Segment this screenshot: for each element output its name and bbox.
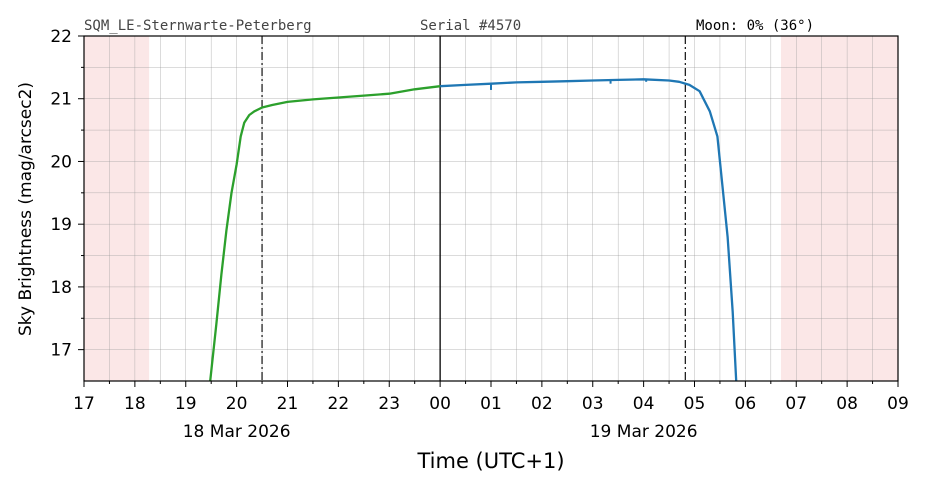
x-tick-label: 20 [226, 394, 248, 414]
x-tick-label: 02 [531, 394, 553, 414]
x-tick-label: 08 [836, 394, 858, 414]
y-tick-label: 21 [50, 90, 72, 110]
x-tick-label: 17 [73, 394, 95, 414]
x-tick-label: 05 [684, 394, 706, 414]
y-axis-label: Sky Brightness (mag/arcsec2) [16, 82, 36, 336]
x-tick-label: 21 [277, 394, 299, 414]
x-tick-label: 04 [633, 394, 655, 414]
x-tick-label: 22 [328, 394, 350, 414]
date-label: 18 Mar 2026 [183, 422, 291, 442]
x-tick-label: 06 [735, 394, 757, 414]
y-tick-label: 20 [50, 152, 72, 172]
axis-ticks [78, 35, 899, 387]
x-axis-label: Time (UTC+1) [416, 449, 564, 473]
reference-lines [261, 36, 686, 381]
y-tick-label: 18 [50, 278, 72, 298]
x-tick-label: 19 [175, 394, 197, 414]
x-tick-label: 23 [378, 394, 400, 414]
serial-number: Serial #4570 [420, 18, 521, 34]
y-tick-label: 17 [50, 341, 72, 361]
y-tick-label: 22 [50, 27, 72, 47]
daylight-band-1 [780, 36, 898, 381]
x-tick-label: 00 [429, 394, 451, 414]
date-label: 19 Mar 2026 [590, 422, 698, 442]
y-tick-label: 19 [50, 215, 72, 235]
y-tick-labels: 17 18 19 20 21 22 [50, 27, 72, 361]
date-labels: 18 Mar 2026 19 Mar 2026 [183, 422, 698, 442]
moon-info: Moon: 0% (36°) [696, 18, 814, 34]
x-tick-label: 09 [887, 394, 909, 414]
x-tick-label: 03 [582, 394, 604, 414]
data-lines [209, 78, 738, 382]
x-tick-label: 01 [480, 394, 502, 414]
x-tick-label: 18 [124, 394, 146, 414]
daylight-bands [84, 36, 898, 381]
station-name: SQM_LE-Sternwarte-Peterberg [84, 18, 312, 34]
morning-series-line [440, 78, 738, 382]
x-tick-label: 07 [785, 394, 807, 414]
daylight-band-0 [84, 36, 150, 381]
x-tick-labels: 17 18 19 20 21 22 23 00 01 02 03 04 05 06 07 08 09 [73, 394, 909, 414]
evening-series-line [209, 85, 441, 382]
